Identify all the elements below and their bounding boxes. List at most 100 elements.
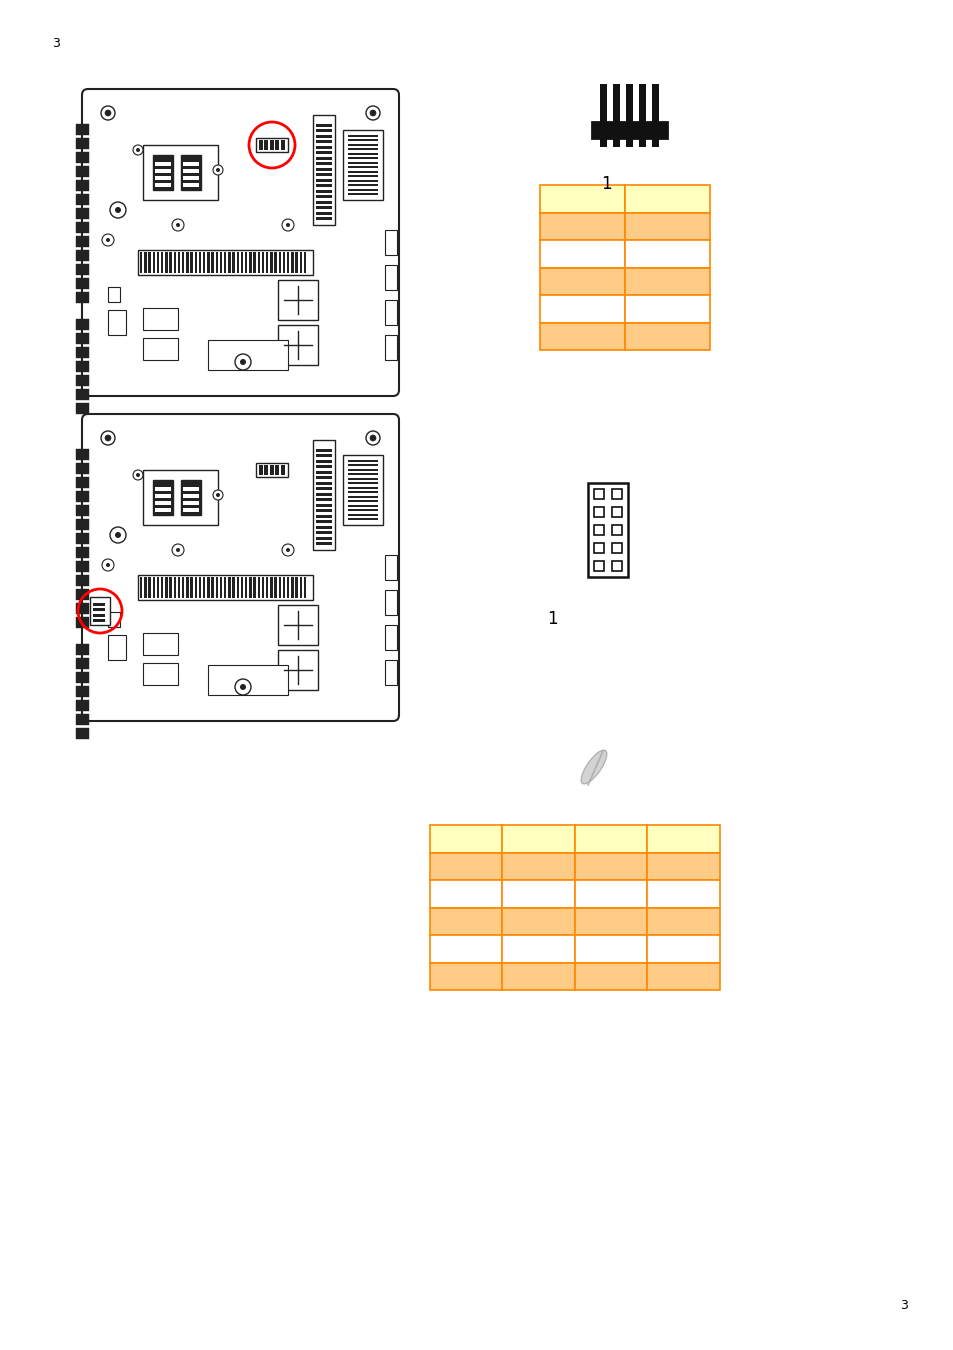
Circle shape bbox=[240, 359, 246, 364]
Bar bbox=[215, 252, 218, 273]
Bar bbox=[183, 508, 199, 512]
Bar bbox=[76, 701, 89, 711]
Bar bbox=[385, 300, 396, 325]
Bar bbox=[173, 576, 176, 598]
Circle shape bbox=[370, 109, 375, 116]
Bar bbox=[266, 576, 268, 598]
Bar bbox=[76, 562, 89, 572]
Bar bbox=[430, 825, 502, 852]
Bar bbox=[203, 252, 205, 273]
Bar bbox=[587, 483, 627, 576]
Bar bbox=[154, 184, 171, 188]
Bar bbox=[575, 880, 647, 907]
Bar bbox=[76, 180, 89, 190]
Bar bbox=[612, 525, 621, 535]
Bar bbox=[191, 252, 193, 273]
Bar bbox=[639, 138, 646, 147]
Bar bbox=[183, 501, 199, 505]
Bar bbox=[502, 936, 575, 963]
Bar bbox=[315, 189, 332, 193]
Bar bbox=[212, 252, 213, 273]
Bar bbox=[652, 138, 659, 147]
Bar bbox=[76, 236, 89, 247]
Circle shape bbox=[213, 165, 223, 176]
Circle shape bbox=[282, 544, 294, 556]
Circle shape bbox=[282, 219, 294, 231]
Bar bbox=[612, 543, 621, 554]
Bar bbox=[626, 84, 633, 122]
Bar bbox=[315, 178, 332, 181]
Bar bbox=[249, 576, 252, 598]
Bar bbox=[181, 481, 201, 514]
Bar bbox=[348, 148, 377, 150]
Bar bbox=[613, 84, 619, 122]
Bar bbox=[282, 252, 285, 273]
Bar bbox=[240, 252, 243, 273]
Bar bbox=[156, 252, 159, 273]
Bar bbox=[76, 728, 89, 738]
Bar bbox=[624, 185, 709, 212]
Circle shape bbox=[366, 431, 379, 446]
Bar bbox=[315, 173, 332, 176]
Bar bbox=[183, 494, 199, 498]
Bar bbox=[315, 194, 332, 198]
Bar bbox=[108, 288, 120, 302]
Bar bbox=[295, 252, 297, 273]
Bar bbox=[165, 252, 168, 273]
Bar bbox=[278, 252, 281, 273]
Bar bbox=[183, 184, 199, 188]
Bar bbox=[208, 340, 288, 370]
Bar bbox=[233, 576, 234, 598]
Bar bbox=[154, 501, 171, 505]
Bar bbox=[299, 252, 302, 273]
Bar bbox=[236, 576, 239, 598]
Bar bbox=[76, 319, 89, 329]
Bar bbox=[258, 140, 263, 150]
Bar bbox=[343, 455, 382, 525]
Circle shape bbox=[136, 148, 140, 153]
Bar bbox=[274, 576, 276, 598]
Bar bbox=[303, 252, 306, 273]
Bar bbox=[183, 169, 199, 173]
Circle shape bbox=[286, 548, 290, 552]
Bar bbox=[275, 464, 279, 475]
Bar bbox=[348, 518, 377, 520]
Bar bbox=[138, 250, 313, 275]
Bar bbox=[594, 508, 603, 517]
Bar bbox=[76, 278, 89, 289]
Bar bbox=[291, 252, 294, 273]
Bar bbox=[348, 472, 377, 475]
Bar bbox=[76, 657, 89, 670]
Bar bbox=[313, 115, 335, 225]
Bar bbox=[575, 936, 647, 963]
Bar bbox=[430, 963, 502, 990]
Bar bbox=[624, 212, 709, 240]
Bar bbox=[539, 240, 624, 267]
Bar bbox=[612, 562, 621, 571]
Bar bbox=[315, 130, 332, 132]
Bar bbox=[76, 389, 89, 400]
Bar bbox=[315, 477, 332, 479]
Bar bbox=[315, 140, 332, 143]
Bar bbox=[348, 464, 377, 466]
Circle shape bbox=[106, 563, 110, 567]
Bar bbox=[315, 207, 332, 209]
Bar bbox=[315, 162, 332, 165]
Bar bbox=[315, 212, 332, 215]
Bar bbox=[108, 612, 120, 626]
Circle shape bbox=[240, 684, 246, 690]
Bar bbox=[624, 296, 709, 323]
Bar bbox=[639, 84, 646, 122]
Bar bbox=[315, 201, 332, 204]
Bar bbox=[281, 140, 285, 150]
Circle shape bbox=[115, 207, 121, 213]
Bar bbox=[154, 176, 171, 180]
Bar bbox=[92, 608, 105, 612]
Bar bbox=[348, 495, 377, 498]
Bar bbox=[76, 124, 89, 135]
Bar bbox=[76, 166, 89, 177]
Bar bbox=[76, 714, 89, 725]
Bar bbox=[315, 459, 332, 463]
Bar bbox=[575, 852, 647, 880]
Circle shape bbox=[110, 526, 126, 543]
